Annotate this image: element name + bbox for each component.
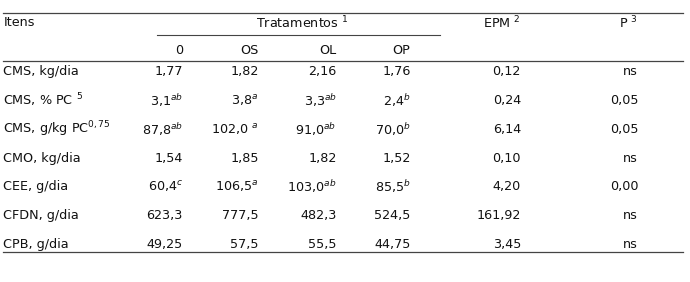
Text: 1,52: 1,52 bbox=[382, 152, 411, 165]
Text: 2,4$^{b}$: 2,4$^{b}$ bbox=[383, 92, 411, 109]
Text: 777,5: 777,5 bbox=[222, 209, 259, 222]
Text: 85,5$^{b}$: 85,5$^{b}$ bbox=[375, 179, 411, 195]
Text: CMS, g/kg PC$^{0,75}$: CMS, g/kg PC$^{0,75}$ bbox=[3, 120, 111, 139]
Text: 0,05: 0,05 bbox=[610, 123, 638, 136]
Text: 3,45: 3,45 bbox=[493, 238, 521, 251]
Text: P $^3$: P $^3$ bbox=[620, 14, 638, 31]
Text: 623,3: 623,3 bbox=[146, 209, 183, 222]
Text: 482,3: 482,3 bbox=[300, 209, 337, 222]
Text: 44,75: 44,75 bbox=[374, 238, 411, 251]
Text: 161,92: 161,92 bbox=[477, 209, 521, 222]
Text: 6,14: 6,14 bbox=[493, 123, 521, 136]
Text: Tratamentos $^1$: Tratamentos $^1$ bbox=[256, 14, 348, 31]
Text: 0,00: 0,00 bbox=[610, 180, 638, 193]
Text: 1,54: 1,54 bbox=[155, 152, 183, 165]
Text: CPB, g/dia: CPB, g/dia bbox=[3, 238, 69, 251]
Text: 0: 0 bbox=[175, 44, 183, 57]
Text: 91,0$^{ab}$: 91,0$^{ab}$ bbox=[295, 121, 337, 138]
Text: ns: ns bbox=[623, 209, 638, 222]
Text: 87,8$^{ab}$: 87,8$^{ab}$ bbox=[141, 121, 183, 138]
Text: OS: OS bbox=[240, 44, 259, 57]
Text: ns: ns bbox=[623, 65, 638, 78]
Text: 2,16: 2,16 bbox=[308, 65, 337, 78]
Text: OL: OL bbox=[319, 44, 337, 57]
Text: 102,0 $^{a}$: 102,0 $^{a}$ bbox=[211, 122, 259, 137]
Text: 524,5: 524,5 bbox=[374, 209, 411, 222]
Text: 70,0$^{b}$: 70,0$^{b}$ bbox=[375, 121, 411, 138]
Text: EPM $^2$: EPM $^2$ bbox=[483, 14, 521, 31]
Text: ns: ns bbox=[623, 152, 638, 165]
Text: 3,3$^{ab}$: 3,3$^{ab}$ bbox=[304, 92, 337, 109]
Text: 103,0$^{ab}$: 103,0$^{ab}$ bbox=[287, 179, 337, 195]
Text: CEE, g/dia: CEE, g/dia bbox=[3, 180, 68, 193]
Text: 0,05: 0,05 bbox=[610, 94, 638, 107]
Text: Itens: Itens bbox=[3, 16, 35, 29]
Text: CMS, kg/dia: CMS, kg/dia bbox=[3, 65, 79, 78]
Text: 3,8$^{a}$: 3,8$^{a}$ bbox=[231, 93, 259, 108]
Text: 0,10: 0,10 bbox=[493, 152, 521, 165]
Text: CMO, kg/dia: CMO, kg/dia bbox=[3, 152, 81, 165]
Text: 106,5$^{a}$: 106,5$^{a}$ bbox=[215, 179, 259, 195]
Text: 0,24: 0,24 bbox=[493, 94, 521, 107]
Text: 4,20: 4,20 bbox=[493, 180, 521, 193]
Text: ns: ns bbox=[623, 238, 638, 251]
Text: OP: OP bbox=[393, 44, 411, 57]
Text: 3,1$^{ab}$: 3,1$^{ab}$ bbox=[150, 92, 183, 109]
Text: 1,77: 1,77 bbox=[155, 65, 183, 78]
Text: 1,85: 1,85 bbox=[230, 152, 259, 165]
Text: CMS, % PC $^5$: CMS, % PC $^5$ bbox=[3, 92, 83, 109]
Text: CFDN, g/dia: CFDN, g/dia bbox=[3, 209, 79, 222]
Text: 1,76: 1,76 bbox=[382, 65, 411, 78]
Text: 55,5: 55,5 bbox=[308, 238, 337, 251]
Text: 1,82: 1,82 bbox=[230, 65, 259, 78]
Text: 60,4$^{c}$: 60,4$^{c}$ bbox=[148, 179, 183, 195]
Text: 49,25: 49,25 bbox=[146, 238, 183, 251]
Text: 0,12: 0,12 bbox=[493, 65, 521, 78]
Text: 1,82: 1,82 bbox=[308, 152, 337, 165]
Text: 57,5: 57,5 bbox=[230, 238, 259, 251]
